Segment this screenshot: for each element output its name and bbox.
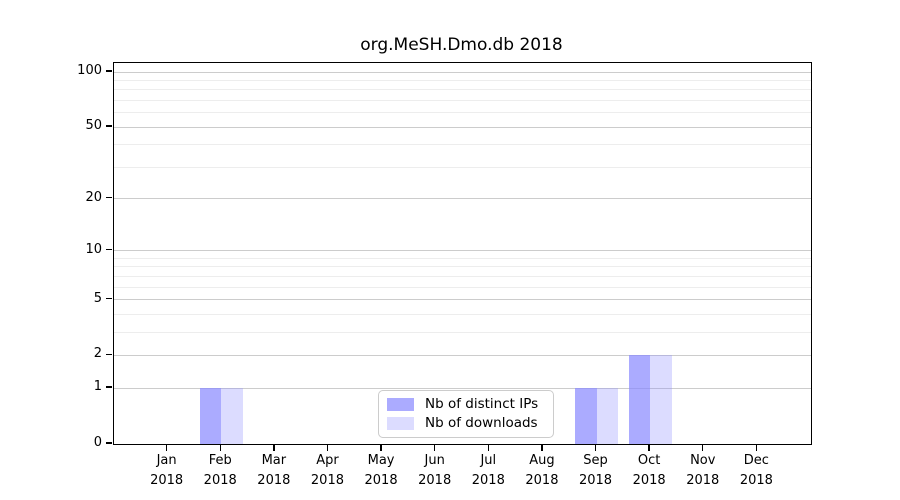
gridline-minor-y40 xyxy=(114,144,811,146)
y-tick-label-5: 5 xyxy=(93,290,102,306)
gridline-minor-y30 xyxy=(114,166,811,168)
y-tick-20 xyxy=(105,196,112,199)
x-tick-10 xyxy=(648,444,650,451)
bar-feb-distinct-ips xyxy=(199,388,222,444)
y-tick-label-0: 0 xyxy=(93,435,102,450)
bars-layer xyxy=(114,63,811,444)
x-tick-11 xyxy=(702,444,704,451)
x-tick-label-jun: Jun 2018 xyxy=(418,453,452,488)
y-tick-2 xyxy=(105,353,112,356)
gridline-major-y10 xyxy=(114,250,811,252)
x-tick-label-mar: Mar 2018 xyxy=(257,453,291,488)
y-tick-1 xyxy=(105,386,112,388)
x-tick-1 xyxy=(165,444,168,451)
x-tick-3 xyxy=(273,444,275,451)
x-tick-label-apr: Apr 2018 xyxy=(310,453,344,488)
bar-feb-downloads xyxy=(221,388,243,444)
gridline-minor-y9 xyxy=(114,257,811,259)
x-tick-label-feb: Feb 2018 xyxy=(203,453,237,488)
gridline-major-y2 xyxy=(114,354,811,356)
legend-swatch-distinct-ips xyxy=(387,398,414,411)
chart-title: org.MeSH.Dmo.db 2018 xyxy=(360,35,563,55)
y-tick-label-10: 10 xyxy=(85,241,102,257)
x-tick-8 xyxy=(541,444,543,451)
y-tick-label-20: 20 xyxy=(85,189,102,205)
y-tick-10 xyxy=(105,249,112,251)
gridlines-layer xyxy=(114,63,811,444)
y-tick-label-2: 2 xyxy=(93,346,102,362)
legend-item-distinct-ips: Nb of distinct IPs xyxy=(387,397,545,412)
gridline-major-y100 xyxy=(114,71,811,73)
legend-label-downloads: Nb of downloads xyxy=(425,415,538,431)
x-tick-7 xyxy=(487,444,489,451)
gridline-minor-y3 xyxy=(114,331,811,333)
gridline-minor-y70 xyxy=(114,99,811,101)
x-tick-label-jan: Jan 2018 xyxy=(150,453,184,488)
gridline-minor-y7 xyxy=(114,275,811,277)
plot-area xyxy=(113,62,812,445)
bar-oct-distinct-ips xyxy=(628,355,651,444)
x-tick-9 xyxy=(594,444,597,451)
gridline-minor-y6 xyxy=(114,286,811,288)
gridline-major-y5 xyxy=(114,299,811,301)
x-tick-2 xyxy=(219,444,221,451)
legend-swatch-downloads xyxy=(387,417,414,430)
x-tick-label-nov: Nov 2018 xyxy=(686,453,720,488)
gridline-minor-y60 xyxy=(114,112,811,114)
legend-item-downloads: Nb of downloads xyxy=(387,416,545,431)
gridline-major-y50 xyxy=(114,126,811,128)
bar-sep-downloads xyxy=(596,388,619,444)
gridline-major-y1 xyxy=(114,387,811,389)
gridline-major-y20 xyxy=(114,198,811,200)
x-tick-12 xyxy=(755,444,758,451)
y-tick-100 xyxy=(105,70,112,72)
x-tick-label-may: May 2018 xyxy=(364,453,398,488)
legend-label-distinct-ips: Nb of distinct IPs xyxy=(425,396,539,412)
x-tick-4 xyxy=(326,444,329,451)
y-tick-label-100: 100 xyxy=(77,63,102,78)
gridline-minor-y80 xyxy=(114,89,811,91)
y-tick-5 xyxy=(105,297,112,300)
x-tick-5 xyxy=(380,444,382,451)
x-tick-label-aug: Aug 2018 xyxy=(525,453,559,488)
y-tick-0 xyxy=(105,442,112,444)
x-tick-label-jul: Jul 2018 xyxy=(471,453,505,488)
gridline-minor-y90 xyxy=(114,79,811,81)
x-tick-label-sep: Sep 2018 xyxy=(578,453,613,488)
bar-oct-downloads xyxy=(650,355,672,444)
x-tick-label-dec: Dec 2018 xyxy=(739,453,773,488)
bar-sep-distinct-ips xyxy=(575,388,597,444)
gridline-minor-y8 xyxy=(114,266,811,268)
y-tick-label-50: 50 xyxy=(85,118,102,134)
y-tick-label-1: 1 xyxy=(93,379,102,395)
x-tick-label-oct: Oct 2018 xyxy=(632,453,666,488)
y-tick-50 xyxy=(105,125,112,127)
gridline-minor-y4 xyxy=(114,313,811,315)
legend: Nb of distinct IPs Nb of downloads xyxy=(378,390,554,438)
x-tick-6 xyxy=(433,444,436,451)
